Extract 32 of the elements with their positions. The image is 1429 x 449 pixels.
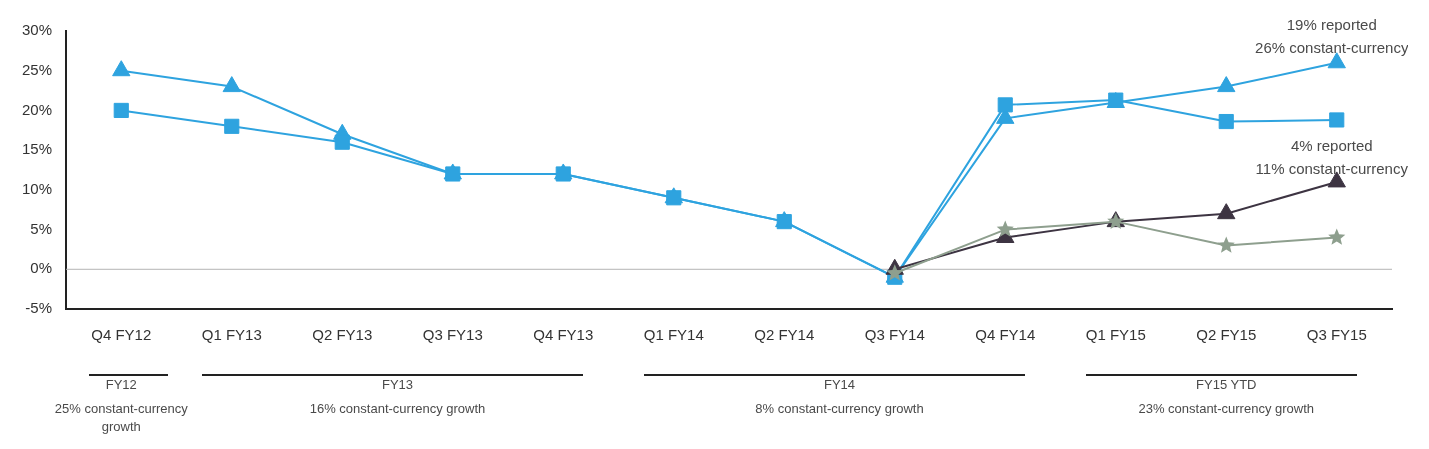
text: 25% constant-currency growth [54, 400, 189, 434]
text: FY12 [105, 376, 137, 392]
y-tick-label: -5% [25, 299, 53, 317]
x-tick-label: Q2 FY14 [754, 326, 815, 344]
annotation: 11% constant-currency [1255, 160, 1409, 178]
x-tick-label: Q1 FY14 [643, 326, 704, 344]
y-tick-label: 30% [21, 21, 53, 39]
x-tick-label: Q1 FY15 [1085, 326, 1146, 344]
y-tick-label: 10% [21, 180, 53, 197]
x-tick-label: Q3 FY14 [864, 326, 925, 344]
y-tick-label: 5% [30, 219, 53, 237]
text: FY13 [381, 376, 414, 392]
text: 8% constant-currency growth [755, 400, 924, 416]
text: 16% constant-currency growth [309, 400, 486, 416]
x-tick-label: Q4 FY14 [975, 326, 1036, 344]
annotation: 19% reported [1286, 16, 1377, 34]
y-tick-label: 25% [21, 60, 53, 78]
x-tick-label: Q2 FY15 [1196, 326, 1257, 344]
y-tick-label: 15% [21, 140, 53, 158]
x-tick-label: Q4 FY13 [533, 326, 594, 344]
y-tick-label: 20% [21, 100, 53, 118]
text: FY15 YTD [1196, 376, 1257, 392]
x-tick-label: Q3 FY15 [1306, 326, 1367, 344]
y-tick-label: 0% [30, 259, 53, 277]
x-tick-label: Q4 FY12 [91, 326, 152, 344]
annotation: 26% constant-currency [1255, 39, 1409, 57]
annotation: 4% reported [1290, 137, 1373, 155]
text: 23% constant-currency growth [1138, 400, 1315, 416]
x-tick-label: Q2 FY13 [312, 326, 373, 344]
x-tick-label: Q3 FY13 [422, 326, 483, 344]
x-tick-label: Q1 FY13 [201, 326, 262, 344]
text: FY14 [823, 376, 856, 392]
